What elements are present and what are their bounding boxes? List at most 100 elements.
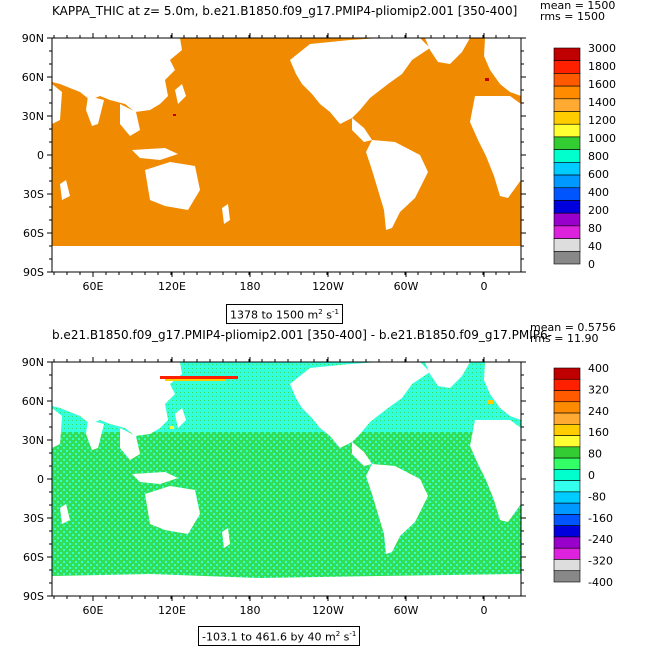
panel1-lat-label: 90N	[22, 32, 44, 45]
panel1-colorbar-swatch	[553, 60, 581, 74]
panel2-colorbar-label: 240	[588, 405, 609, 418]
panel2-lat-label: 30N	[22, 434, 44, 447]
panel1-mean: mean = 1500	[540, 0, 616, 12]
panel2-colorbar-swatch	[553, 424, 581, 436]
panel1-colorbar-swatch	[553, 250, 581, 265]
panel1-colorbar-label: 1800	[588, 60, 616, 73]
panel1-title: KAPPA_THIC at z= 5.0m, b.e21.B1850.f09_g…	[52, 4, 518, 18]
panel1-colorbar-swatch	[553, 200, 581, 214]
panel1-range-sup: 2	[318, 308, 323, 316]
panel1-lon-label: 60E	[83, 280, 104, 293]
panel1-rms: rms = 1500	[540, 10, 605, 23]
panel1-colorbar-label: 600	[588, 168, 609, 181]
panel1-lat-label: 30N	[22, 110, 44, 123]
panel1-axes: 90N 60N 30N 0 30S 60S 90S 60E 120E 180 120W 60W 0	[22, 32, 526, 293]
panel2-colorbar-swatch	[553, 469, 581, 481]
panel2-colorbar-label: -80	[588, 490, 606, 503]
panel2-range-text: -103.1 to 461.6 by 40 m	[202, 630, 336, 644]
panel1-lat-label: 30S	[23, 188, 44, 201]
panel1-colorbar-swatch	[553, 123, 581, 138]
panel2-colorbar-swatch	[553, 367, 581, 380]
panel2-lat-label: 0	[37, 473, 44, 486]
panel2-colorbar-label: 80	[588, 448, 602, 461]
panel2-colorbar-swatch	[553, 480, 581, 493]
panel1-colorbar-swatch	[553, 162, 581, 176]
panel2-colorbar-label: -400	[588, 576, 613, 589]
panel2-lon-label: 120E	[158, 604, 186, 617]
panel2-range-sup: 2	[335, 630, 341, 638]
panel1-colorbar-swatch	[553, 212, 581, 227]
panel1-colorbar-swatch	[553, 98, 581, 112]
panel2-colorbar-swatch	[553, 378, 581, 391]
panel1-lon-label: 120W	[312, 280, 344, 293]
panel2-colorbar-label: -240	[588, 533, 613, 546]
panel2-colorbar-swatch	[553, 446, 581, 459]
panel2-lon-label: 180	[240, 604, 261, 617]
panel2-lon-label: 60W	[394, 604, 419, 617]
panel2-colorbar-swatch	[553, 390, 581, 403]
panel1-colorbar-label: 200	[588, 204, 609, 217]
panel2-lon-label: 60E	[83, 604, 104, 617]
panel1-colorbar-label: 1200	[588, 114, 616, 127]
panel1-range-box: 1378 to 1500 m2 s-1	[226, 304, 343, 324]
panel2-mean: mean = 0.5756	[530, 321, 616, 334]
panel1-colorbar-label: 1400	[588, 96, 616, 109]
panel1-lon-label: 180	[240, 280, 261, 293]
panel1-colorbar-swatch	[553, 225, 581, 239]
panel2-colorbar-swatch	[553, 502, 581, 515]
panel1-colorbar-swatch	[553, 238, 581, 252]
panel1-colorbar-swatch	[553, 136, 581, 150]
panel1-range-unit: s	[322, 308, 332, 322]
panel1-colorbar-label: 0	[588, 258, 595, 271]
panel1-lat-label: 60N	[22, 71, 44, 84]
panel2-title: b.e21.B1850.f09_g17.PMIP4-pliomip2.001 […	[52, 328, 552, 342]
panel2-colorbar: 400 320 240 160 80 0 -80 -160 -240 -320 -400	[553, 362, 613, 589]
panel2-colorbar-label: 160	[588, 426, 609, 439]
panel1-colorbar-label: 40	[588, 240, 602, 253]
panel1-colorbar-label: 1600	[588, 78, 616, 91]
panel2-colorbar-swatch	[553, 525, 581, 538]
panel1-colorbar-swatch	[553, 73, 581, 87]
panel1-colorbar-swatch	[553, 47, 581, 62]
panel1-colorbar: 3000180016001400120010008006004002008040…	[553, 42, 616, 271]
panel2-lat-label: 60S	[23, 551, 44, 564]
panel1-colorbar-label: 400	[588, 186, 609, 199]
panel2-colorbar-label: 0	[588, 469, 595, 482]
panel2-lat-label: 90N	[22, 356, 44, 369]
panel2-range-unit: s	[340, 630, 350, 644]
panel1-range-text: 1378 to 1500 m	[230, 308, 319, 322]
panel2-colorbar-label: 320	[588, 383, 609, 396]
panel2-colorbar-swatch	[553, 536, 581, 549]
panel2-colorbar-swatch	[553, 435, 581, 448]
panel2-axes: 90N 60N 30N 0 30S 60S 90S 60E 120E 180 120W 60W 0	[22, 356, 526, 617]
panel2-colorbar-label: 400	[588, 362, 609, 375]
panel1-colorbar-swatch	[553, 149, 581, 163]
panel1-map	[51, 37, 522, 273]
panel2-lon-label: 120W	[312, 604, 344, 617]
panel2-range-sup2: -1	[349, 630, 357, 638]
panel1-lat-label: 90S	[23, 266, 44, 279]
panel2-range-box: -103.1 to 461.6 by 40 m2 s-1	[198, 626, 361, 646]
panel2-colorbar-swatch	[553, 401, 581, 414]
panel1-colorbar-swatch	[553, 85, 581, 100]
panel2-lon-label: 0	[481, 604, 488, 617]
panel2-map	[51, 361, 522, 597]
panel2-colorbar-swatch	[553, 570, 581, 583]
panel2-colorbar-swatch	[553, 559, 581, 572]
panel1-colorbar-label: 1000	[588, 132, 616, 145]
panel1-colorbar-swatch	[553, 187, 581, 201]
panel2-colorbar-label: -160	[588, 512, 613, 525]
panel2-lat-label: 30S	[23, 512, 44, 525]
panel2-colorbar-swatch	[553, 514, 581, 526]
panel2-lat-label: 60N	[22, 395, 44, 408]
panel1-colorbar-label: 3000	[588, 42, 616, 55]
panel1-lat-label: 60S	[23, 227, 44, 240]
panel1-colorbar-swatch	[553, 174, 581, 189]
panel1-lon-label: 120E	[158, 280, 186, 293]
panel2-colorbar-swatch	[553, 457, 581, 470]
panel2-rms: rms = 11.90	[530, 332, 599, 345]
panel1-lon-label: 0	[481, 280, 488, 293]
panel1-colorbar-swatch	[553, 111, 581, 125]
panel2-colorbar-label: -320	[588, 555, 613, 568]
panel2-lat-label: 90S	[23, 590, 44, 603]
